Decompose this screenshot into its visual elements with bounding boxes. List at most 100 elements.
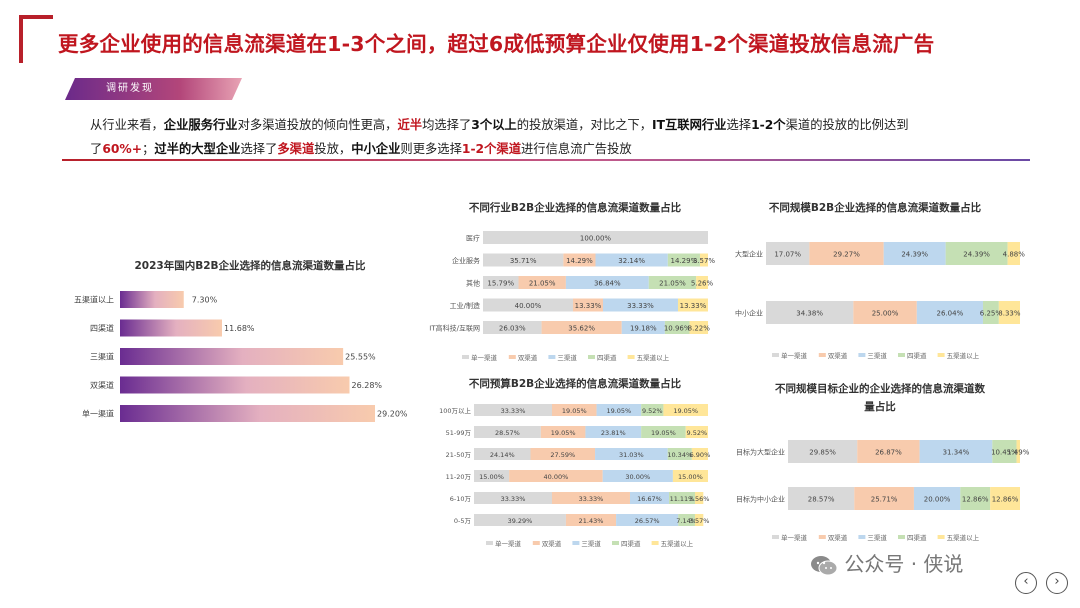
stack-category-label: 大型企业: [735, 250, 763, 259]
stack-segment: [483, 298, 573, 312]
bar-value-label: 25.55%: [345, 353, 376, 362]
watermark: 公众号 · 侠说: [810, 548, 963, 577]
stack-category-label: 工业/制造: [450, 301, 480, 310]
stack-value-label: 15.79%: [487, 280, 514, 288]
stack-segment: [483, 276, 519, 289]
stack-segment: [551, 492, 630, 504]
stack-segment: [616, 514, 679, 526]
chart5-title-line-2: 量占比: [864, 401, 896, 413]
stack-value-label: 5.26%: [691, 280, 714, 288]
bar-value-label: 11.68%: [224, 324, 255, 333]
findings-tag-label: 调研发现: [106, 83, 154, 94]
stack-value-label: 19.05%: [551, 429, 576, 437]
stack-value-label: 16.67%: [637, 495, 662, 503]
chart5-title-line-1: 不同规模目标企业的企业选择的信息流渠道数: [775, 383, 985, 395]
chart5-title: 不同规模目标企业的企业选择的信息流渠道数 量占比: [740, 380, 1020, 416]
line1-segment: 1-2个: [751, 118, 786, 132]
stack-segment: [694, 514, 704, 526]
legend-swatch: [898, 535, 905, 539]
line1-segment: 企业服务行业: [163, 118, 238, 132]
stack-segment: [672, 470, 708, 482]
legend-swatch: [858, 535, 866, 539]
stack-value-label: 19.05%: [606, 407, 631, 415]
stack-value-label: 24.14%: [490, 451, 515, 459]
stack-segment: [602, 470, 673, 482]
stack-value-label: 31.03%: [619, 451, 644, 459]
stack-category-label: 医疗: [466, 234, 480, 243]
chart1-title: 2023年国内B2B企业选择的信息流渠道数量占比: [134, 260, 366, 272]
line2-segment: 过半的大型企业: [154, 142, 241, 156]
chart4-title: 不同规模B2B企业选择的信息流渠道数量占比: [768, 202, 982, 214]
legend-swatch: [508, 355, 516, 359]
stack-segment: [678, 514, 695, 526]
stack-value-label: 1.49%: [1007, 449, 1030, 457]
stack-segment: [694, 492, 704, 504]
prev-slide-button[interactable]: ‹: [1015, 572, 1037, 594]
stack-value-label: 13.33%: [575, 302, 602, 310]
legend-label: 双渠道: [518, 353, 538, 362]
chart-legend: 单一渠道 双渠道 三渠道 四渠道 五渠道以上: [772, 351, 980, 360]
line2-segment: 则更多选择: [400, 142, 462, 156]
legend-label: 双渠道: [828, 533, 848, 542]
stack-value-label: 40.00%: [515, 302, 542, 310]
line2-segment: 进行信息流广告投放: [521, 142, 632, 156]
stack-value-label: 40.00%: [544, 473, 569, 481]
stack-segment: [474, 492, 552, 504]
stack-segment: [585, 426, 642, 438]
stack-segment: [483, 231, 708, 244]
chart2-title: 不同行业B2B企业选择的信息流渠道数量占比: [468, 202, 682, 214]
stack-value-label: 11.11%: [670, 495, 695, 503]
stack-value-label: 13.33%: [680, 302, 707, 310]
legend-swatch: [772, 535, 779, 539]
stack-segment: [990, 487, 1020, 510]
legend-label: 双渠道: [828, 351, 848, 360]
bar-value-label: 7.30%: [192, 296, 218, 305]
bar-value-label: 29.20%: [377, 410, 408, 419]
stack-segment: [1007, 242, 1020, 265]
line1-segment: 选择: [726, 118, 752, 132]
stack-segment: [685, 426, 708, 438]
legend-swatch: [462, 355, 469, 359]
stack-category-label: 0-5万: [454, 517, 472, 525]
stack-segment: [1016, 440, 1020, 463]
stack-segment: [518, 276, 566, 289]
stack-value-label: 39.29%: [508, 517, 533, 525]
legend-swatch: [532, 541, 540, 545]
findings-tag: 调研发现: [65, 78, 242, 100]
stack-value-label: 8.33%: [998, 310, 1021, 318]
legend-label: 五渠道以上: [947, 533, 980, 542]
stack-segment: [998, 301, 1020, 324]
stack-value-label: 25.00%: [872, 310, 899, 318]
stack-value-label: 21.43%: [579, 517, 604, 525]
stack-segment: [483, 321, 542, 334]
stack-value-label: 10.45%: [991, 449, 1018, 457]
summary-line-2: 了60%+；过半的大型企业选择了多渠道投放，中小企业则更多选择1-2个渠道进行信…: [90, 137, 1010, 161]
stack-segment: [960, 487, 991, 510]
bar-value-label: 26.28%: [352, 381, 383, 390]
next-slide-button[interactable]: ›: [1046, 572, 1068, 594]
stack-value-label: 25.71%: [871, 496, 898, 504]
stack-value-label: 3.56%: [689, 495, 710, 503]
legend-label: 三渠道: [557, 353, 577, 362]
stack-value-label: 29.85%: [809, 449, 836, 457]
stack-value-label: 19.05%: [651, 429, 676, 437]
stack-segment: [474, 404, 552, 416]
stack-segment: [595, 253, 668, 267]
stack-segment: [945, 242, 1008, 265]
title-corner-bracket: [19, 15, 53, 63]
bar: [120, 376, 350, 394]
bar-category-label: 单一渠道: [82, 409, 114, 419]
stack-segment: [565, 514, 617, 526]
page-title: 更多企业使用的信息流渠道在1-3个之间，超过6成低预算企业仅使用1-2个渠道投放…: [58, 32, 935, 56]
stack-value-label: 14.29%: [671, 257, 698, 265]
line1-segment: 近半: [397, 118, 423, 132]
watermark-text: 公众号 · 侠说: [844, 552, 964, 576]
stack-category-label: 6-10万: [450, 495, 472, 503]
stack-value-label: 33.33%: [501, 407, 526, 415]
line2-segment: ；: [142, 142, 155, 156]
stack-value-label: 28.57%: [808, 496, 835, 504]
stack-value-label: 8.22%: [688, 325, 711, 333]
stack-value-label: 9.52%: [642, 407, 663, 415]
stack-segment: [551, 404, 597, 416]
stack-segment: [565, 276, 649, 289]
